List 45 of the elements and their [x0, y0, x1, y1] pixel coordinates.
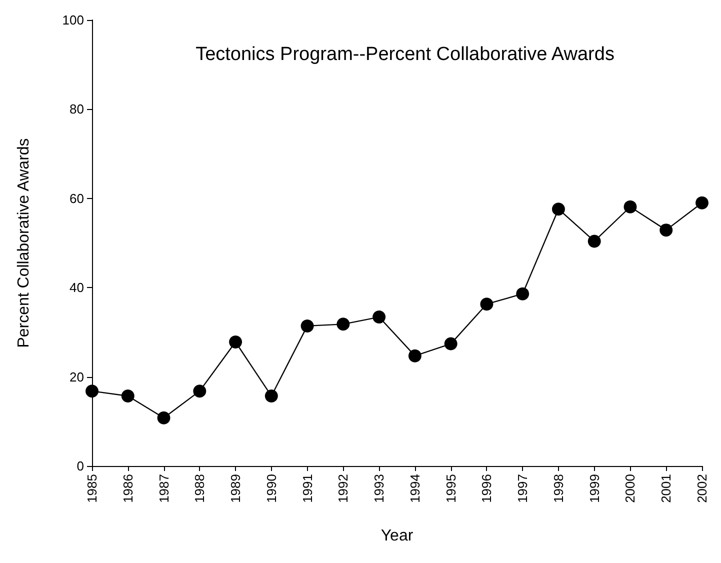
point [157, 411, 170, 424]
x-tick-label: 1988 [192, 474, 208, 503]
x-tick-label: 1997 [515, 474, 530, 503]
x-tick-label: 2001 [658, 474, 674, 503]
point [264, 389, 278, 402]
point [480, 298, 494, 311]
x-tick-label: 1998 [550, 474, 566, 503]
point [444, 337, 458, 350]
point [696, 196, 708, 210]
y-tick-label: 20 [70, 369, 84, 384]
y-tick-label: 80 [70, 102, 84, 117]
point [86, 384, 98, 398]
y-tick-label: 60 [70, 190, 84, 206]
point [300, 319, 314, 332]
point [336, 318, 350, 331]
x-tick-label: 1991 [300, 474, 315, 503]
point [193, 384, 206, 398]
x-tick-label: 1993 [372, 474, 387, 503]
x-tick-label: 1989 [228, 474, 244, 503]
x-tick-label: 1986 [120, 474, 136, 503]
point [624, 200, 637, 214]
y-tick-label: 40 [70, 280, 84, 296]
point [229, 336, 242, 349]
point [408, 349, 422, 362]
y-tick-label: 0 [76, 458, 84, 474]
x-tick-label: 1985 [84, 474, 100, 503]
x-tick-label: 2000 [622, 474, 638, 503]
text: Tectonics Program--Percent Collaborative Awards [196, 44, 614, 65]
x-tick-label: 1994 [407, 474, 422, 503]
y-axis-title: Percent Collaborative Awards [16, 138, 32, 348]
y-tick-label: 100 [62, 12, 84, 28]
point [660, 224, 673, 237]
x-axis-title: Year [380, 528, 414, 544]
point [121, 389, 134, 402]
x-tick-label: 2002 [694, 474, 710, 503]
x-tick-label: 1990 [264, 474, 279, 503]
point [372, 310, 386, 324]
x-tick-label: 1996 [479, 474, 494, 503]
x-tick-label: 1987 [156, 474, 172, 503]
x-tick-label: 1995 [443, 474, 458, 503]
point [516, 287, 530, 300]
x-tick-label: 1999 [586, 474, 602, 503]
point [588, 234, 601, 248]
point [552, 202, 565, 216]
x-tick-label: 1992 [336, 474, 351, 503]
